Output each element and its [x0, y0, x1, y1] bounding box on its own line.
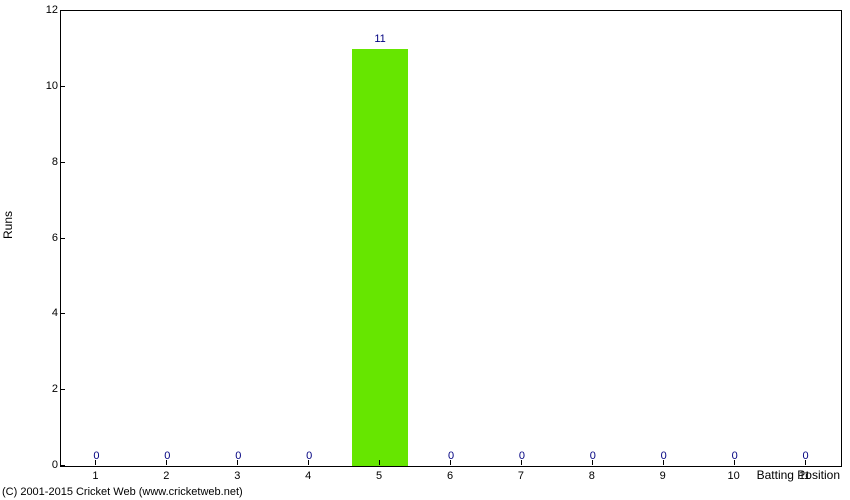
y-axis-label: Runs — [1, 211, 15, 239]
x-tick-label: 11 — [799, 470, 810, 482]
bar-value-label: 0 — [590, 450, 596, 462]
x-tick-mark — [237, 460, 238, 465]
x-tick-label: 10 — [728, 470, 740, 482]
bar-value-label: 0 — [519, 450, 525, 462]
x-tick-label: 4 — [305, 470, 311, 482]
y-tick-label: 0 — [28, 459, 58, 471]
bar-value-label: 0 — [661, 450, 667, 462]
chart-container: 000011000000 Runs Batting Position (C) 2… — [0, 0, 850, 500]
x-tick-mark — [663, 460, 664, 465]
bar-value-label: 0 — [448, 450, 454, 462]
y-tick-label: 6 — [28, 232, 58, 244]
x-tick-label: 5 — [376, 470, 382, 482]
y-tick-mark — [60, 86, 65, 87]
y-tick-label: 2 — [28, 383, 58, 395]
bar-value-label: 11 — [374, 33, 385, 45]
x-tick-label: 9 — [660, 470, 666, 482]
x-tick-label: 7 — [518, 470, 524, 482]
x-tick-label: 3 — [234, 470, 240, 482]
bar-value-label: 0 — [93, 450, 99, 462]
x-tick-label: 2 — [163, 470, 169, 482]
y-tick-label: 12 — [28, 4, 58, 16]
copyright-text: (C) 2001-2015 Cricket Web (www.cricketwe… — [2, 486, 243, 498]
y-tick-mark — [60, 313, 65, 314]
x-tick-mark — [592, 460, 593, 465]
y-tick-mark — [60, 162, 65, 163]
x-tick-mark — [734, 460, 735, 465]
bar-value-label: 0 — [732, 450, 738, 462]
x-tick-mark — [308, 460, 309, 465]
y-tick-mark — [60, 389, 65, 390]
bar-value-label: 0 — [235, 450, 241, 462]
x-tick-mark — [450, 460, 451, 465]
y-tick-mark — [60, 10, 65, 11]
bar-value-label: 0 — [802, 450, 808, 462]
plot-area: 0 0 0 0 11 0 0 0 0 0 0 — [60, 10, 842, 467]
y-tick-label: 10 — [28, 80, 58, 92]
x-tick-mark — [166, 460, 167, 465]
x-tick-mark — [379, 460, 380, 465]
x-tick-mark — [521, 460, 522, 465]
x-tick-label: 8 — [589, 470, 595, 482]
x-tick-label: 1 — [92, 470, 98, 482]
x-tick-mark — [95, 460, 96, 465]
y-tick-label: 8 — [28, 156, 58, 168]
bar-value-label: 0 — [164, 450, 170, 462]
y-tick-label: 4 — [28, 307, 58, 319]
y-tick-mark — [60, 238, 65, 239]
y-tick-mark — [60, 465, 65, 466]
x-tick-label: 6 — [447, 470, 453, 482]
bar-value-label: 0 — [306, 450, 312, 462]
x-tick-mark — [805, 460, 806, 465]
bar — [352, 49, 409, 466]
